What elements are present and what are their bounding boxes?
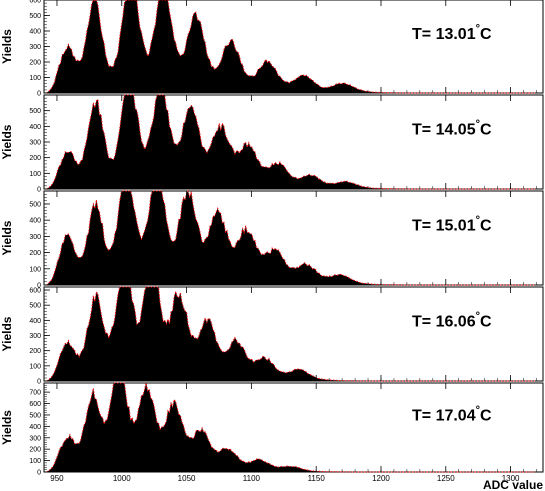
y-tick-label: 200 — [29, 250, 41, 257]
y-axis-label: Yields — [0, 29, 14, 64]
histogram-outline — [46, 94, 535, 190]
y-tick-label: 500 — [29, 13, 41, 20]
y-tick-label: 500 — [29, 201, 41, 208]
temperature-label: T= 17.04°C — [412, 404, 492, 424]
panel-4: 0 100 200 300 400 500 600 Yields T= 16.06°C — [0, 286, 544, 386]
y-axis-label: Yields — [0, 220, 14, 255]
y-tick-label: 100 — [29, 458, 41, 465]
histogram-outline — [46, 0, 535, 94]
panel-1: 0 100 200 300 400 500 600 Yields T= 13.01°C — [0, 0, 544, 98]
y-tick-label: 100 — [29, 266, 41, 273]
y-tick-label: 200 — [29, 348, 41, 355]
y-tick-label: 300 — [29, 44, 41, 51]
y-tick-label: 0 — [37, 379, 41, 386]
y-tick-label: 500 — [29, 108, 41, 115]
y-tick-label: 400 — [29, 318, 41, 325]
y-tick-label: 500 — [29, 412, 41, 419]
y-tick-label: 100 — [29, 171, 41, 178]
x-tick-label: 1050 — [178, 474, 196, 483]
y-tick-label: 300 — [29, 435, 41, 442]
temperature-label: T= 15.01°C — [412, 214, 492, 234]
x-tick-label: 1200 — [372, 474, 390, 483]
y-axis-label: Yields — [0, 124, 14, 159]
histogram-area — [46, 0, 537, 93]
histogram-area — [46, 287, 537, 381]
y-tick-label: 400 — [29, 124, 41, 131]
x-tick-label: 1150 — [308, 474, 326, 483]
y-tick-label: 100 — [29, 363, 41, 370]
y-tick-label: 700 — [29, 390, 41, 397]
temperature-label: T= 13.01°C — [412, 23, 492, 43]
histogram-outline — [46, 286, 535, 382]
x-axis-title: ADC value — [483, 478, 543, 491]
y-tick-label: 400 — [29, 29, 41, 36]
y-tick-label: 300 — [29, 333, 41, 340]
histogram-area — [46, 383, 537, 472]
y-tick-label: 400 — [29, 218, 41, 225]
x-tick-label: 1100 — [243, 474, 261, 483]
y-tick-label: 500 — [29, 303, 41, 310]
y-tick-label: 0 — [37, 283, 41, 290]
x-tick-label: 950 — [50, 474, 64, 483]
y-tick-label: 0 — [37, 187, 41, 194]
panel-5: 0 100 200 300 400 500 600 700 Yields T= 17.04°C — [0, 382, 544, 477]
y-tick-label: 400 — [29, 424, 41, 431]
x-tick-label: 1300 — [502, 474, 520, 483]
y-tick-label: 100 — [29, 75, 41, 82]
y-axis-label: Yields — [0, 316, 14, 351]
histogram-outline — [46, 382, 535, 473]
panel-2: 0 100 200 300 400 500 Yields T= 14.05°C — [0, 94, 544, 194]
y-tick-label: 600 — [29, 0, 41, 5]
histogram-area — [46, 95, 537, 189]
x-tick-label: 1000 — [113, 474, 131, 483]
histogram-area — [46, 191, 537, 285]
y-axis-label: Yields — [0, 410, 14, 445]
x-tick-label: 1250 — [437, 474, 455, 483]
y-tick-label: 200 — [29, 155, 41, 162]
y-tick-label: 0 — [37, 91, 41, 98]
y-tick-label: 200 — [29, 447, 41, 454]
temperature-label: T= 16.06°C — [412, 310, 492, 330]
y-tick-label: 600 — [29, 288, 41, 295]
temperature-label: T= 14.05°C — [412, 118, 492, 138]
panel-3: 0 100 200 300 400 500 Yields T= 15.01°C — [0, 189, 544, 290]
y-tick-label: 300 — [29, 140, 41, 147]
y-tick-label: 600 — [29, 401, 41, 408]
y-tick-label: 0 — [37, 470, 41, 477]
y-tick-label: 300 — [29, 234, 41, 241]
y-tick-label: 200 — [29, 60, 41, 67]
